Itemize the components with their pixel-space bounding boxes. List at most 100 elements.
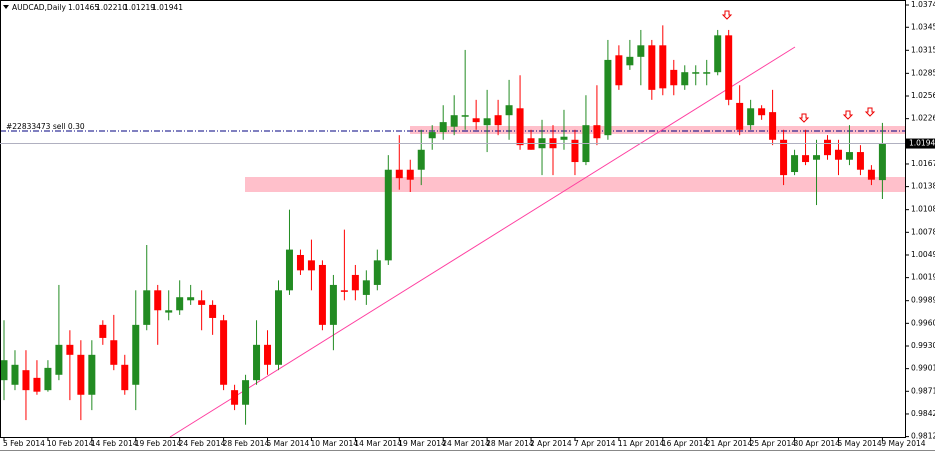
x-tick-label: 11 Apr 2014: [618, 439, 665, 448]
candle-body: [220, 320, 228, 385]
y-tick-label: 1.03455: [911, 22, 935, 31]
header-price: 1.01465: [68, 3, 99, 12]
candle-body: [198, 300, 206, 305]
candle-body: [307, 260, 315, 271]
current-price-box: [906, 138, 935, 149]
candle-body: [362, 280, 370, 295]
candle-body: [593, 125, 601, 139]
candle-body: [802, 155, 810, 163]
y-tick-label: 1.03155: [911, 45, 935, 54]
candle-body: [714, 35, 722, 73]
candle-body: [329, 284, 337, 325]
candle-body: [637, 45, 645, 57]
candle-body: [571, 139, 579, 163]
candle-body: [461, 115, 469, 117]
y-tick-label: 1.01380: [911, 182, 935, 191]
candle-body: [275, 290, 282, 365]
candle-body: [428, 132, 436, 139]
candle-body: [450, 115, 458, 127]
candle-body: [505, 105, 513, 116]
x-tick-label: 5 May 2014: [837, 439, 881, 448]
candle-body: [99, 324, 107, 338]
candle-body: [176, 297, 184, 311]
x-tick-label: 7 Apr 2014: [574, 439, 616, 448]
order-label: #22833473 sell 0.30: [6, 122, 85, 131]
candle-body: [318, 264, 326, 325]
candle-body: [340, 290, 348, 292]
candle-body: [0, 360, 8, 381]
header-price: 1.02210: [96, 3, 127, 12]
candle-body: [856, 152, 864, 170]
candle-body: [725, 35, 733, 100]
x-tick-label: 28 Mar 2014: [486, 439, 534, 448]
candle-body: [121, 364, 129, 391]
candle-body: [384, 169, 392, 261]
candle-body: [44, 367, 52, 391]
y-tick-label: 1.02265: [911, 114, 935, 123]
x-tick-label: 24 Mar 2014: [442, 439, 490, 448]
candle-body: [165, 310, 173, 313]
x-tick-label: 28 Feb 2014: [223, 439, 270, 448]
candle-body: [736, 102, 744, 130]
candle-body: [758, 108, 766, 116]
x-tick-label: 16 Apr 2014: [662, 439, 709, 448]
x-tick-label: 9 May 2014: [881, 439, 925, 448]
arrow: [842, 110, 854, 120]
y-tick-label: 1.00490: [911, 250, 935, 259]
candle-body: [681, 72, 689, 86]
candle-body: [560, 136, 568, 140]
candle-body: [626, 56, 634, 66]
y-tick-label: 1.03745: [911, 0, 935, 9]
arrows: [721, 10, 876, 123]
candle-body: [110, 340, 118, 365]
candle-body: [77, 354, 85, 395]
candle-body: [351, 274, 359, 291]
x-tick-label: 2 Apr 2014: [530, 439, 572, 448]
x-tick-label: 14 Feb 2014: [91, 439, 138, 448]
candle-body: [703, 72, 711, 74]
candle-body: [692, 72, 700, 74]
candle-body: [834, 149, 842, 160]
candle-body: [11, 364, 19, 385]
candle-body: [143, 290, 151, 325]
candle-body: [296, 254, 304, 271]
candle-body: [769, 112, 777, 140]
candle-body: [494, 115, 502, 126]
y-tick-label: 0.98715: [911, 386, 935, 395]
arrow: [721, 10, 733, 20]
x-tick-label: 10 Feb 2014: [47, 439, 94, 448]
candle-body: [373, 260, 381, 285]
candle-body: [648, 45, 656, 90]
x-tick-label: 30 Apr 2014: [794, 439, 841, 448]
candle-body: [670, 69, 678, 86]
candle-body: [747, 108, 755, 126]
x-tick-label: 10 Mar 2014: [310, 439, 358, 448]
candle-body: [285, 249, 293, 291]
candle-body: [242, 380, 250, 405]
candle-body: [791, 155, 799, 173]
x-tick-label: 5 Feb 2014: [3, 439, 45, 448]
x-tick-label: 24 Feb 2014: [179, 439, 226, 448]
candle-body: [154, 290, 162, 311]
candle-body: [604, 59, 612, 136]
candle-body: [780, 139, 788, 176]
header-icon: [3, 5, 9, 9]
candle-body: [516, 108, 524, 146]
candle-body: [187, 297, 195, 301]
candle-body: [867, 169, 875, 180]
candle-body: [813, 155, 821, 160]
candle-body: [878, 143, 886, 181]
candle-body: [22, 370, 30, 391]
candle-body: [88, 354, 96, 395]
y-tick-label: 1.00785: [911, 227, 935, 236]
plot-frame: [0, 0, 906, 438]
candle-body: [824, 139, 831, 156]
candles: [0, 25, 886, 425]
candle-body: [33, 377, 41, 392]
